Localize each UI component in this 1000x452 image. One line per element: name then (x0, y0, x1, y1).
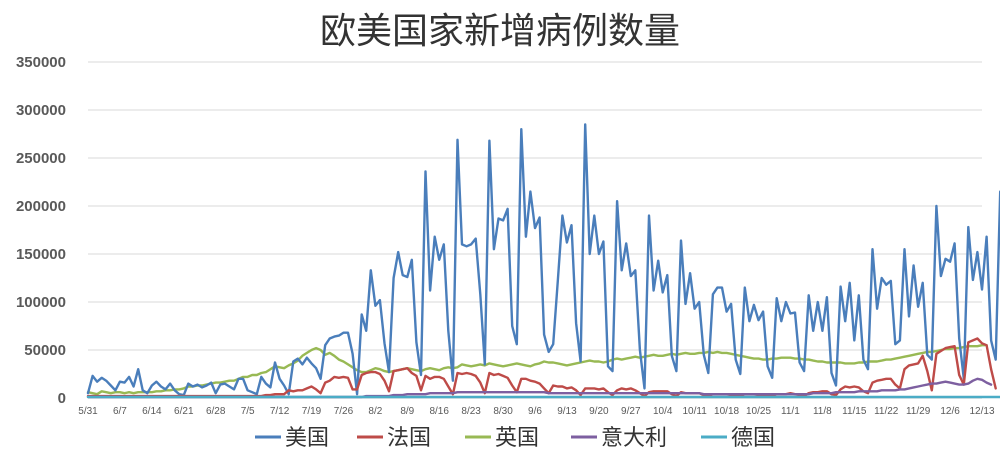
x-tick-label: 7/26 (334, 406, 354, 417)
y-tick-label: 0 (58, 390, 66, 407)
y-tick-label: 200000 (16, 198, 66, 215)
series-line (86, 337, 997, 398)
x-tick-label: 12/6 (940, 406, 960, 417)
x-tick-label: 6/28 (206, 406, 226, 417)
chart-title: 欧美国家新增病例数量 (319, 11, 680, 52)
x-tick-label: 9/13 (557, 406, 577, 417)
series-lines (86, 123, 1000, 399)
x-tick-label: 11/29 (906, 406, 931, 417)
legend-label: 法国 (387, 425, 431, 450)
x-tick-label: 9/20 (589, 406, 609, 417)
y-tick-label: 150000 (16, 246, 66, 263)
y-tick-label: 100000 (16, 294, 66, 311)
x-tick-label: 8/16 (429, 406, 449, 417)
x-tick-label: 8/23 (461, 406, 481, 417)
y-tick-label: 250000 (16, 150, 66, 167)
series-line (86, 123, 1000, 397)
x-tick-label: 6/7 (113, 406, 127, 417)
legend-label: 德国 (731, 425, 775, 450)
x-tick-label: 9/27 (621, 406, 641, 417)
x-tick-label: 10/4 (653, 406, 673, 417)
x-tick-label: 11/8 (813, 406, 832, 417)
x-tick-label: 9/6 (528, 406, 542, 417)
y-axis-tick-labels: 0 50000 100000 150000 200000 250000 300000 3500… (16, 54, 66, 407)
x-tick-label: 8/9 (400, 406, 414, 417)
grid-lines (88, 61, 982, 399)
x-tick-label: 6/14 (142, 406, 162, 417)
legend: 美国 法国 英国 意大利 德国 (255, 425, 775, 450)
x-tick-label: 7/12 (270, 406, 290, 417)
x-tick-label: 11/22 (874, 406, 899, 417)
x-tick-label: 8/30 (493, 406, 513, 417)
legend-label: 美国 (285, 425, 329, 450)
y-tick-label: 350000 (16, 54, 66, 71)
x-tick-label: 11/1 (781, 406, 800, 417)
x-tick-label: 6/21 (174, 406, 194, 417)
legend-label: 英国 (495, 425, 539, 450)
x-tick-label: 12/13 (969, 406, 994, 417)
legend-label: 意大利 (601, 425, 667, 450)
y-tick-label: 300000 (16, 102, 66, 119)
y-tick-label: 50000 (24, 342, 66, 359)
x-tick-label: 10/25 (746, 406, 771, 417)
x-axis-tick-labels: 5/31 6/7 6/14 6/21 6/28 7/5 7/12 7/19 7/26 8/2 8/9… (78, 406, 995, 417)
x-tick-label: 5/31 (78, 406, 98, 417)
x-tick-label: 10/18 (714, 406, 739, 417)
x-tick-label: 11/15 (842, 406, 867, 417)
x-tick-label: 10/11 (682, 406, 707, 417)
x-tick-label: 7/5 (241, 406, 255, 417)
x-tick-label: 8/2 (368, 406, 382, 417)
x-tick-label: 7/19 (302, 406, 322, 417)
